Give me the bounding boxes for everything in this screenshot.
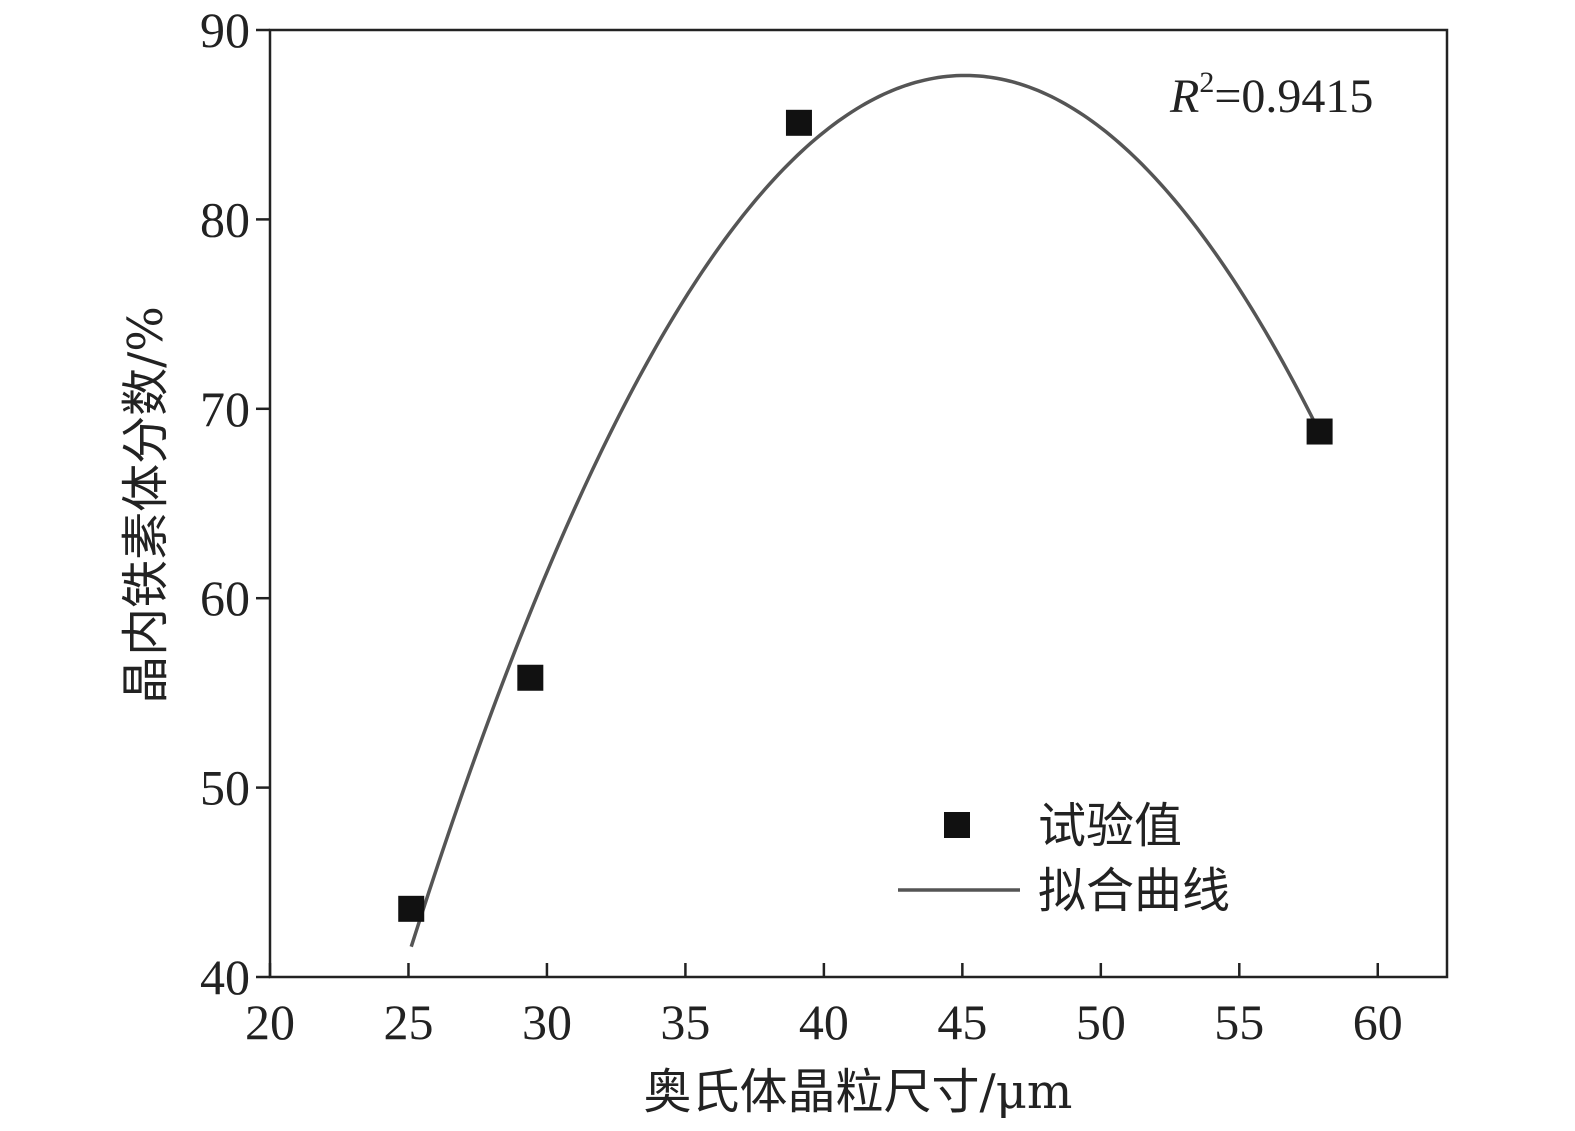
fit-curve-line [409, 73, 1322, 948]
data-point-marker [785, 109, 812, 136]
legend: 试验值 拟合曲线 [898, 798, 1230, 919]
y-tick-label: 70 [200, 381, 250, 437]
y-tick-label: 80 [200, 191, 250, 247]
x-tick-label: 30 [522, 994, 572, 1050]
y-tick-label: 90 [200, 2, 250, 58]
x-tick-label: 35 [660, 994, 710, 1050]
y-axis-ticks: 40 50 60 70 80 90 [200, 2, 270, 1005]
r-symbol: R [1169, 70, 1199, 123]
x-axis-ticks: 20 25 30 35 40 45 50 55 60 [245, 963, 1403, 1050]
series-layer [398, 73, 1333, 948]
legend-label-experimental: 试验值 [1038, 798, 1182, 854]
x-tick-label: 60 [1353, 994, 1403, 1050]
data-point-marker [398, 895, 425, 922]
x-tick-label: 50 [1076, 994, 1126, 1050]
x-tick-label: 25 [383, 994, 433, 1050]
x-tick-label: 55 [1214, 994, 1264, 1050]
y-tick-label: 40 [200, 949, 250, 1005]
x-axis-label: 奥氏体晶粒尺寸/μm [644, 1064, 1073, 1120]
legend-label-fit: 拟合曲线 [1038, 863, 1230, 919]
plot-frame [268, 28, 1449, 979]
legend-marker-experimental [944, 812, 970, 838]
r-value: =0.9415 [1214, 70, 1373, 123]
x-tick-label: 40 [799, 994, 849, 1050]
r-exponent: 2 [1199, 66, 1214, 99]
r-squared-annotation: R2=0.9415 [1169, 66, 1373, 123]
y-tick-label: 50 [200, 760, 250, 816]
y-axis-label: 晶内铁素体分数/% [118, 306, 174, 704]
x-tick-label: 20 [245, 994, 295, 1050]
data-point-marker [517, 664, 544, 691]
y-tick-label: 60 [200, 570, 250, 626]
x-tick-label: 45 [937, 994, 987, 1050]
data-point-marker [1306, 418, 1333, 445]
